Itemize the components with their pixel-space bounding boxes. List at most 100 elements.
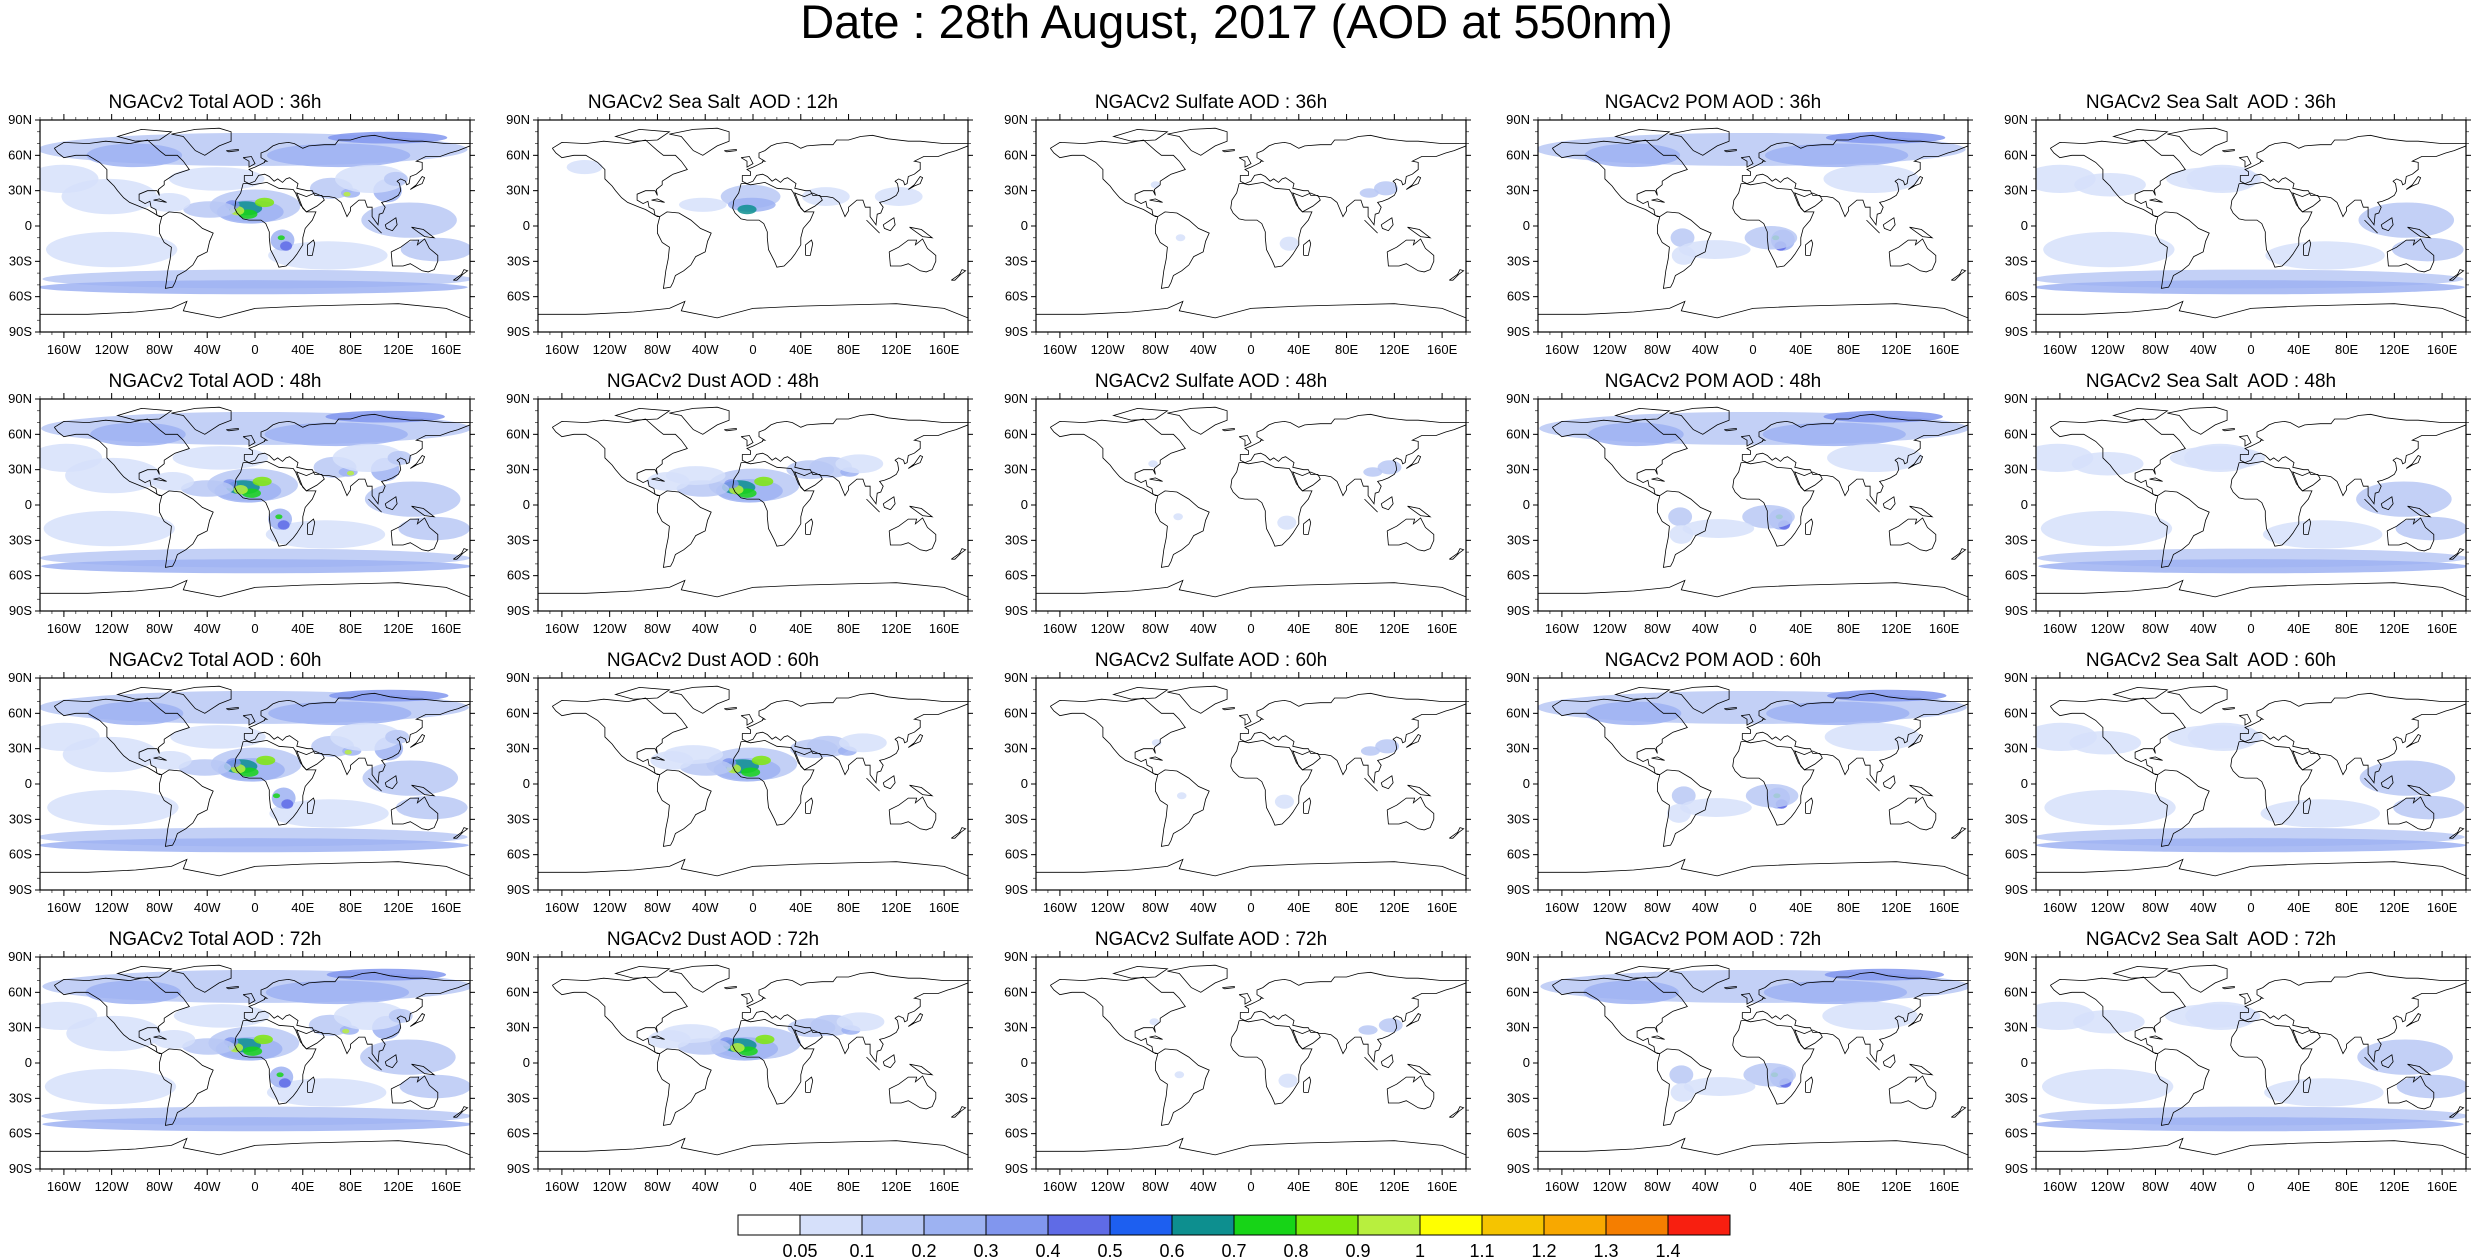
coastline	[1551, 418, 1688, 496]
coastline	[390, 238, 439, 273]
aod-field	[1827, 443, 1923, 473]
lon-tick-label: 80E	[2335, 900, 2358, 915]
colorbar-box	[1667, 1214, 1731, 1236]
aod-field	[2264, 1078, 2384, 1107]
coastline	[1449, 269, 1465, 281]
colorbar-label: 1.2	[1531, 1241, 1556, 1260]
lon-tick-label: 80E	[1335, 900, 1358, 915]
aod-field	[751, 755, 771, 766]
coastline	[882, 217, 896, 232]
lon-tick-label: 40W	[1692, 900, 1719, 915]
lon-tick-label: 40E	[789, 1179, 812, 1194]
coastline	[453, 827, 469, 839]
lat-tick-label: 30S	[1507, 253, 1530, 268]
lat-tick-label: 30S	[507, 811, 530, 826]
lat-tick-label: 30S	[9, 1090, 32, 1105]
aod-field	[1678, 240, 1751, 259]
coastline	[805, 797, 814, 814]
coastline	[2155, 1048, 2210, 1126]
coastline	[1230, 1018, 1313, 1105]
lon-tick-label: 40W	[1692, 342, 1719, 357]
lon-tick-label: 160E	[431, 900, 462, 915]
aod-field	[180, 480, 234, 497]
lon-tick-label: 40E	[291, 342, 314, 357]
lon-tick-label: 40W	[1190, 342, 1217, 357]
coastline	[2406, 1012, 2422, 1027]
lat-tick-label: 60S	[2005, 289, 2028, 304]
coastline	[1380, 217, 1394, 232]
panel-title: NGACv2 Total AOD : 60h	[108, 650, 322, 671]
aod-field	[276, 1072, 284, 1078]
aod-field	[1360, 746, 1380, 756]
aod-field	[839, 733, 887, 753]
lon-tick-label: 40W	[692, 342, 719, 357]
coastline	[1149, 477, 1163, 482]
coastline	[1614, 965, 1671, 979]
aod-field	[2356, 481, 2452, 517]
lon-tick-label: 160E	[929, 342, 960, 357]
coastline	[1651, 1035, 1665, 1040]
aod-field	[362, 760, 459, 796]
coastline	[368, 219, 382, 234]
coastline	[1303, 1076, 1312, 1093]
colorbar-box	[985, 1214, 1049, 1236]
coastline	[307, 518, 316, 535]
colorbar-label: 0.3	[973, 1241, 998, 1260]
coastline	[2303, 1076, 2312, 1093]
aod-field	[395, 795, 468, 820]
lat-tick-label: 30N	[2004, 183, 2028, 198]
lat-tick-label: 90N	[8, 670, 32, 685]
aod-field	[1279, 236, 1299, 251]
coastline	[1866, 1056, 1880, 1071]
aod-field	[399, 1074, 470, 1099]
coastline	[551, 697, 688, 775]
lon-tick-label: 120W	[1593, 342, 1628, 357]
lon-tick-label: 80E	[1837, 900, 1860, 915]
lat-tick-label: 60S	[2005, 568, 2028, 583]
coastline	[538, 300, 968, 319]
lon-tick-label: 120W	[95, 1179, 130, 1194]
aod-field	[1669, 1065, 1694, 1085]
coastline	[159, 211, 214, 289]
aod-field	[61, 178, 158, 215]
lat-tick-label: 90N	[2004, 949, 2028, 964]
coastline	[1551, 976, 1688, 1054]
lat-tick-label: 90N	[506, 391, 530, 406]
world-map: 90N 60N 30N 0 30S 60S 90S 160W 120W 80W 40W 0 40E 80E…	[506, 670, 973, 915]
coastline	[1112, 128, 1169, 142]
coastline	[1888, 238, 1937, 273]
colorbar-label: 0.8	[1283, 1241, 1308, 1260]
lat-tick-label: 60S	[9, 1126, 32, 1141]
coastline	[2406, 175, 2422, 190]
colorbar-label: 1.4	[1655, 1241, 1680, 1260]
coastline	[2049, 697, 2186, 775]
lon-tick-label: 0	[749, 900, 756, 915]
world-map: 90N 60N 30N 0 30S 60S 90S 160W 120W 80W 40W 0 40E 80E…	[8, 391, 475, 636]
coastline	[1407, 505, 1432, 518]
lat-tick-label: 30S	[507, 1090, 530, 1105]
aod-field	[332, 443, 405, 473]
lon-tick-label: 120W	[1091, 900, 1126, 915]
aod-field	[1174, 1071, 1185, 1079]
coastline	[1732, 460, 1815, 547]
lon-tick-label: 120W	[2091, 342, 2126, 357]
coastline	[1239, 971, 1466, 1063]
coastline	[368, 777, 382, 792]
lat-tick-label: 30S	[1005, 1090, 1028, 1105]
coastline	[2230, 460, 2313, 547]
coastline	[153, 477, 167, 482]
lat-tick-label: 90N	[2004, 112, 2028, 127]
lat-tick-label: 30S	[2005, 532, 2028, 547]
world-map: 90N 60N 30N 0 30S 60S 90S 160W 120W 80W 40W 0 40E 80E…	[1004, 112, 1471, 357]
coastline	[538, 858, 968, 877]
panel-title: NGACv2 Sulfate AOD : 48h	[1094, 371, 1328, 392]
coastline	[1614, 128, 1671, 142]
lon-tick-label: 160W	[1545, 342, 1580, 357]
aod-field	[2038, 559, 2466, 574]
lat-tick-label: 0	[1523, 776, 1530, 791]
world-map: 90N 60N 30N 0 30S 60S 90S 160W 120W 80W 40W 0 40E 80E…	[506, 112, 973, 357]
colorbar-box	[1047, 1214, 1111, 1236]
coastline	[951, 548, 967, 560]
lon-tick-label: 40E	[1287, 900, 1310, 915]
coastline	[53, 697, 190, 775]
